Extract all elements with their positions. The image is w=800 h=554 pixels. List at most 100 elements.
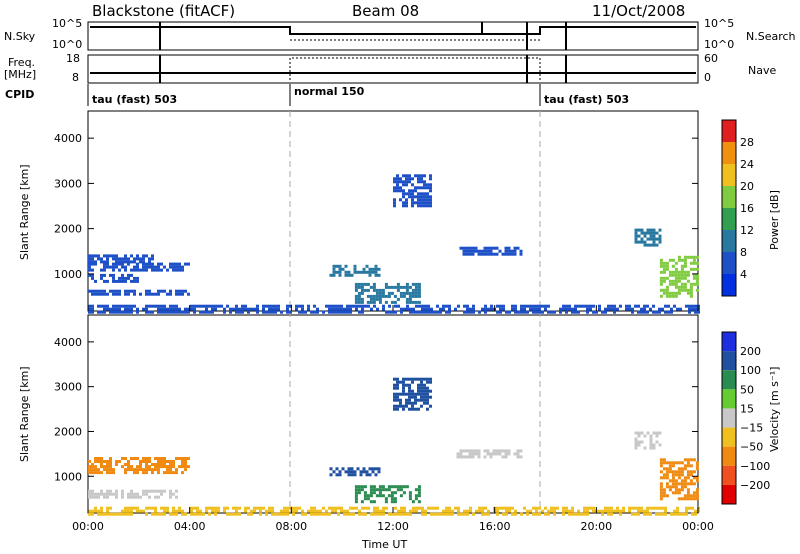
data-cell	[662, 291, 666, 295]
data-cell	[406, 304, 409, 308]
data-cell	[511, 307, 514, 311]
data-cell	[423, 386, 426, 390]
data-cell	[154, 489, 157, 493]
data-cell	[417, 407, 420, 411]
data-cell	[136, 257, 139, 261]
data-cell	[124, 254, 127, 258]
data-cell	[411, 192, 414, 196]
data-cell	[393, 404, 396, 408]
data-cell	[97, 289, 100, 293]
data-cell	[423, 174, 426, 178]
data-cell	[399, 198, 402, 202]
data-cell	[462, 252, 466, 256]
data-cell	[205, 509, 208, 513]
data-cell	[420, 177, 423, 181]
data-cell	[115, 307, 118, 311]
data-cell	[677, 461, 681, 465]
data-cell	[408, 300, 412, 304]
data-cell	[677, 279, 681, 283]
data-cell	[363, 288, 367, 292]
data-cell	[676, 512, 679, 516]
data-cell	[256, 307, 259, 311]
data-cell	[373, 506, 376, 510]
data-cell	[577, 509, 580, 513]
data-cell	[513, 452, 517, 456]
data-cell	[649, 446, 653, 450]
data-cell	[358, 304, 361, 308]
data-cell	[106, 260, 109, 264]
data-cell	[355, 506, 358, 510]
data-cell	[344, 470, 348, 474]
data-cell	[481, 506, 484, 510]
data-cell	[109, 289, 112, 293]
data-cell	[396, 177, 399, 181]
data-cell	[223, 506, 226, 510]
data-cell	[553, 506, 556, 510]
data-cell	[538, 310, 541, 314]
data-cell	[559, 310, 562, 314]
data-cell	[335, 264, 339, 268]
data-cell	[631, 307, 634, 311]
data-cell	[565, 509, 568, 513]
data-cell	[411, 189, 414, 193]
data-cell	[583, 304, 586, 308]
data-cell	[353, 270, 357, 274]
data-cell	[112, 265, 115, 269]
data-cell	[417, 494, 421, 498]
data-cell	[106, 512, 109, 516]
data-cell	[538, 512, 541, 516]
data-cell	[677, 285, 681, 289]
data-cell	[680, 497, 684, 501]
data-cell	[217, 304, 220, 308]
data-cell	[91, 468, 94, 472]
data-cell	[328, 304, 331, 308]
data-cell	[589, 506, 592, 510]
data-cell	[115, 279, 118, 283]
data-cell	[668, 294, 672, 298]
data-cell	[118, 289, 121, 293]
data-cell	[499, 506, 502, 510]
data-cell	[372, 297, 376, 301]
data-cell	[664, 512, 667, 516]
data-cell	[619, 509, 622, 513]
data-cell	[429, 377, 432, 381]
data-cell	[487, 509, 490, 513]
data-cell	[414, 201, 417, 205]
data-cell	[420, 389, 423, 393]
data-cell	[459, 449, 463, 453]
data-cell	[668, 479, 672, 483]
data-cell	[133, 506, 136, 510]
data-cell	[154, 304, 157, 308]
data-cell	[668, 488, 672, 492]
data-cell	[665, 285, 669, 289]
data-cell	[417, 204, 420, 208]
data-cell	[375, 297, 379, 301]
data-cell	[405, 401, 408, 405]
data-cell	[477, 455, 481, 459]
data-cell	[513, 249, 517, 253]
data-cell	[127, 260, 130, 264]
data-cell	[115, 310, 118, 314]
data-cell	[268, 506, 271, 510]
data-cell	[94, 260, 97, 264]
data-cell	[172, 265, 175, 269]
data-cell	[229, 310, 232, 314]
data-cell	[544, 512, 547, 516]
data-cell	[677, 270, 681, 274]
data-cell	[643, 509, 646, 513]
data-cell	[402, 180, 405, 184]
data-cell	[360, 500, 364, 504]
data-cell	[103, 292, 106, 296]
data-cell	[106, 463, 109, 466]
data-cell	[357, 488, 361, 492]
cpid-mode-2: normal 150	[294, 85, 365, 98]
data-cell	[400, 509, 403, 513]
data-cell	[295, 307, 298, 311]
data-cell	[334, 506, 337, 510]
data-cell	[456, 452, 460, 456]
data-cell	[396, 380, 399, 384]
data-cell	[145, 289, 148, 293]
data-cell	[634, 304, 637, 308]
data-cell	[373, 304, 376, 308]
data-cell	[676, 506, 679, 510]
